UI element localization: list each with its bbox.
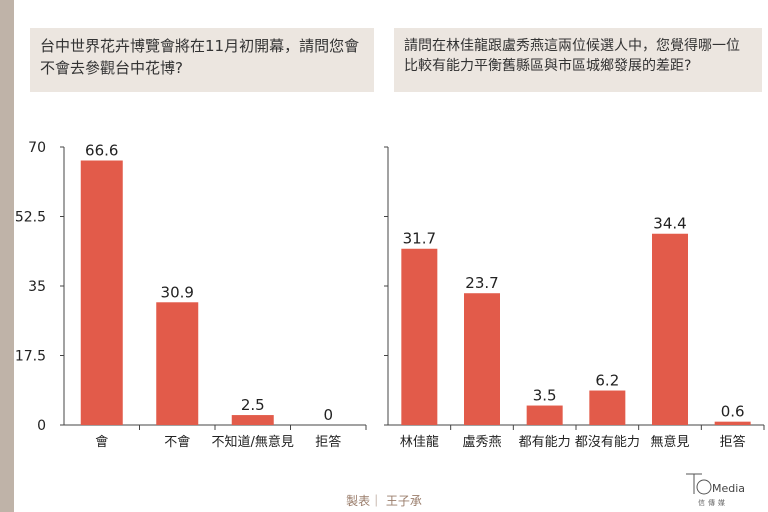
category-label: 拒答 <box>720 434 746 450</box>
data-label: 3.5 <box>533 387 557 405</box>
category-label: 不知道/無意見 <box>212 434 294 450</box>
category-label: 不會 <box>164 435 190 450</box>
bar <box>80 160 123 425</box>
chart-left: 0 17.5 35 52.5 70 66.6 會 30.9 不會 2.5 不知道/無意見 0 拒答 <box>15 140 367 450</box>
y-tick-label: 17.5 <box>15 349 46 365</box>
bar <box>526 405 563 425</box>
chart-right: 012.52537.55031.7林佳龍23.7盧秀燕3.5都有能力6.2都沒有… <box>384 146 765 450</box>
category-label: 會 <box>95 435 108 450</box>
data-label: 2.5 <box>241 396 265 414</box>
data-label: 34.4 <box>653 215 686 233</box>
left-accent-bar <box>0 0 14 512</box>
y-tick-label: 52.5 <box>15 210 46 226</box>
data-label: 6.2 <box>595 372 619 390</box>
logo-text: Media <box>712 482 745 495</box>
category-label: 無意見 <box>650 434 689 450</box>
logo-subtext: 信傳媒 <box>698 498 728 507</box>
bar <box>156 302 199 425</box>
question-left: 台中世界花卉博覽會將在11月初開幕，請問您會不會去參觀台中花博? <box>30 28 374 92</box>
category-label: 盧秀燕 <box>462 435 501 450</box>
data-label: 0.6 <box>721 403 745 421</box>
data-label: 30.9 <box>161 283 194 301</box>
data-label: 66.6 <box>85 142 118 160</box>
y-tick-label: 70 <box>28 140 46 156</box>
category-label: 都沒有能力 <box>575 435 640 450</box>
data-label: 23.7 <box>465 274 498 292</box>
media-logo: Media 信傳媒 <box>686 473 745 507</box>
data-label: 0 <box>323 406 333 424</box>
category-label: 林佳龍 <box>400 434 439 450</box>
bar <box>589 390 626 425</box>
bar <box>401 248 438 425</box>
data-label: 31.7 <box>403 230 436 248</box>
category-label: 拒答 <box>315 434 341 450</box>
category-label: 都有能力 <box>519 435 571 450</box>
y-tick-label: 35 <box>28 279 46 295</box>
question-right: 請問在林佳龍跟盧秀燕這兩位候選人中，您覺得哪一位比較有能力平衡舊縣區與市區城鄉發… <box>394 28 762 92</box>
bar <box>231 415 274 425</box>
credit: 製表｜ 王子承 <box>346 494 422 508</box>
y-tick-label: 0 <box>37 418 46 434</box>
bar <box>464 293 500 425</box>
bar <box>652 233 688 425</box>
bar <box>714 421 751 425</box>
